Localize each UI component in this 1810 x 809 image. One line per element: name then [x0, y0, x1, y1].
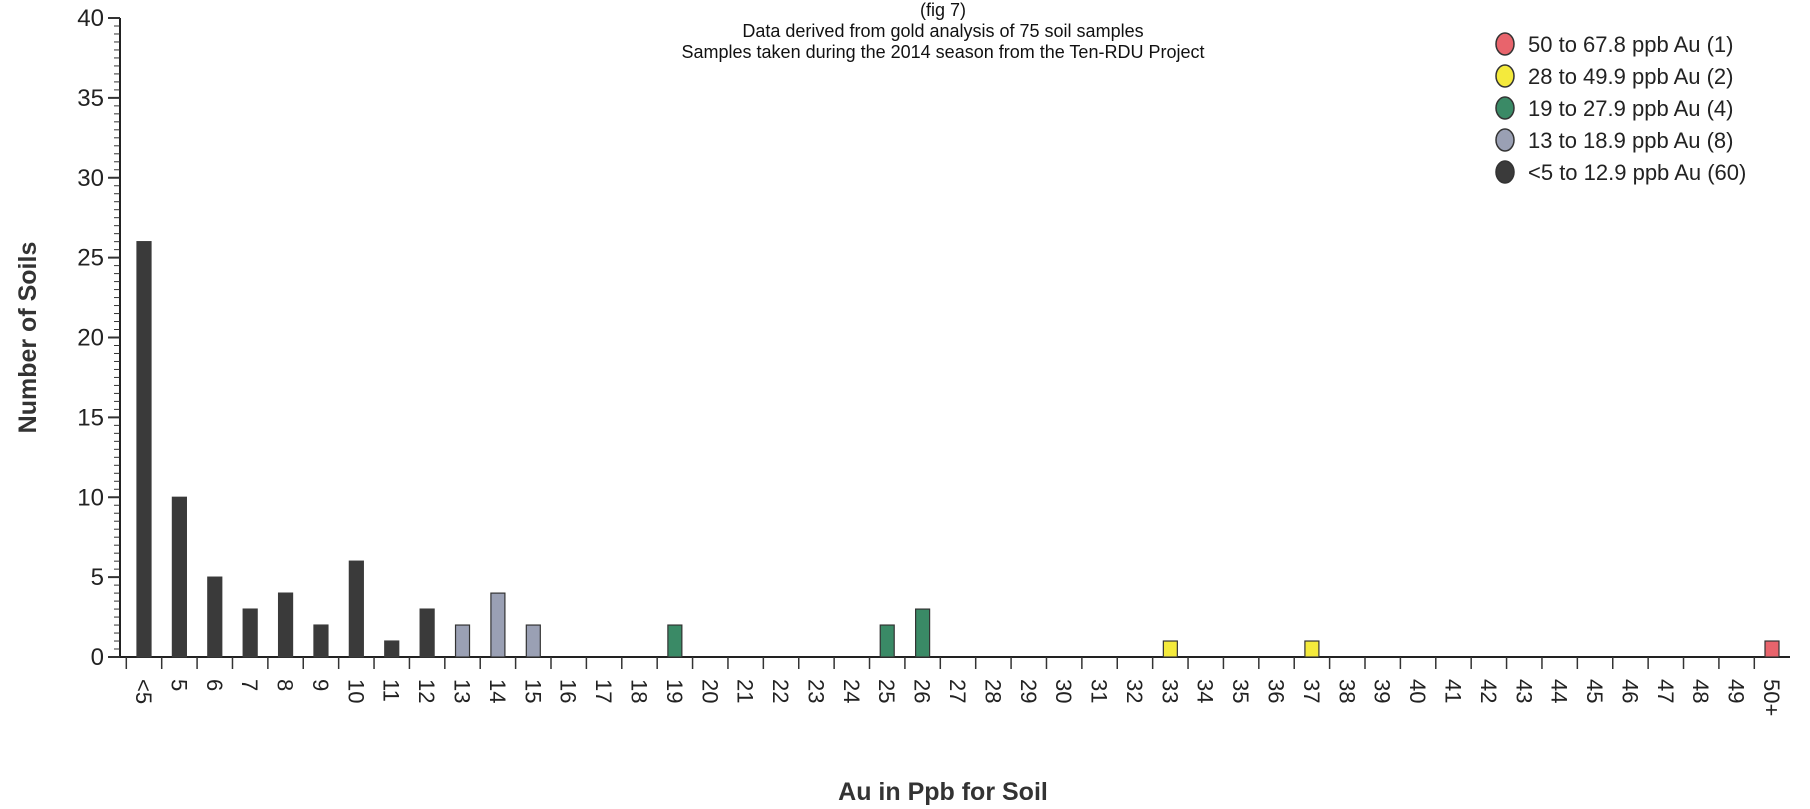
x-tick-label: 46	[1617, 679, 1642, 703]
bar-14	[490, 592, 506, 658]
y-tick-label: 5	[91, 564, 104, 591]
bar-12	[419, 608, 435, 658]
bar-6	[207, 576, 223, 658]
legend-label: 28 to 49.9 ppb Au (2)	[1528, 64, 1734, 89]
x-tick-label: 44	[1547, 679, 1572, 703]
y-tick-label: 0	[91, 644, 104, 671]
y-tick-label: 20	[77, 325, 104, 352]
x-tick-label: 13	[450, 679, 475, 703]
y-tick-label: 25	[77, 245, 104, 272]
x-axis-label: Au in Ppb for Soil	[838, 778, 1048, 806]
bar-x5	[136, 241, 152, 658]
x-tick-label: 17	[591, 679, 616, 703]
x-tick-label: 45	[1582, 679, 1607, 703]
y-tick-label: 30	[77, 165, 104, 192]
x-tick-label: 15	[520, 679, 545, 703]
chart-title-line: Data derived from gold analysis of 75 so…	[742, 21, 1143, 41]
x-tick-label: 12	[414, 679, 439, 703]
bar-50x	[1764, 640, 1780, 658]
bar-25	[879, 624, 895, 658]
x-tick-label: 5	[166, 679, 191, 691]
x-tick-label: 6	[202, 679, 227, 691]
legend-label: 19 to 27.9 ppb Au (4)	[1528, 96, 1734, 121]
x-tick-label: 9	[308, 679, 333, 691]
x-tick-label: 47	[1653, 679, 1678, 703]
bar-37	[1304, 640, 1320, 658]
x-tick-label: 14	[485, 679, 510, 703]
bar-13	[454, 624, 471, 658]
chart-title-line: Samples taken during the 2014 season fro…	[682, 42, 1205, 62]
x-tick-label: 32	[1122, 679, 1147, 703]
x-tick-label: 30	[1051, 679, 1076, 703]
x-tick-label: 21	[733, 679, 758, 703]
y-tick-label: 15	[77, 404, 104, 431]
bar-5	[171, 496, 187, 658]
bar-9	[313, 624, 329, 658]
x-tick-label: 41	[1440, 679, 1465, 703]
x-tick-label: 27	[945, 679, 970, 703]
x-tick-label: 7	[237, 679, 262, 691]
chart-title-line: (fig 7)	[920, 0, 966, 20]
x-tick-label: 25	[874, 679, 899, 703]
x-tick-label: 8	[273, 679, 298, 691]
x-tick-label: 28	[980, 679, 1005, 703]
bars	[136, 241, 1780, 658]
x-tick-label: 11	[379, 679, 404, 702]
bar-19	[667, 624, 683, 658]
x-tick-label: 10	[343, 679, 368, 703]
legend-marker	[1495, 64, 1515, 88]
bar-26	[915, 608, 931, 658]
legend-label: 13 to 18.9 ppb Au (8)	[1528, 128, 1734, 153]
legend-marker	[1495, 32, 1515, 56]
x-tick-label: 40	[1405, 679, 1430, 703]
y-tick-label: 10	[77, 484, 104, 511]
x-tick-label: 33	[1157, 679, 1182, 703]
x-tick-label: 18	[626, 679, 651, 703]
x-tick-label: 24	[839, 679, 864, 703]
y-tick-label: 40	[77, 5, 104, 32]
x-tick-label: 42	[1476, 679, 1501, 703]
legend-label: 50 to 67.8 ppb Au (1)	[1528, 32, 1734, 57]
x-tick-label: 26	[910, 679, 935, 703]
legend-marker	[1495, 96, 1515, 120]
legend-label: <5 to 12.9 ppb Au (60)	[1528, 160, 1746, 185]
x-tick-label: 39	[1370, 679, 1395, 703]
bar-15	[525, 624, 541, 658]
bar-33	[1162, 640, 1178, 658]
x-tick-label: 22	[768, 679, 793, 703]
x-tick-label: 19	[662, 679, 687, 703]
legend: 50 to 67.8 ppb Au (1) 28 to 49.9 ppb Au (…	[1495, 32, 1746, 185]
legend-marker	[1495, 160, 1515, 184]
x-tick-label: 31	[1087, 679, 1112, 703]
x-tick-label: 37	[1299, 679, 1324, 703]
x-tick-label: 34	[1193, 679, 1218, 703]
x-tick-label: 38	[1334, 679, 1359, 703]
bar-11	[384, 640, 400, 658]
x-tick-label: 49	[1724, 679, 1749, 703]
bar-8	[277, 592, 294, 658]
x-tick-label: 20	[697, 679, 722, 703]
x-tick-label: 50+	[1759, 679, 1784, 716]
x-tick-label: 23	[803, 679, 828, 703]
chart-title: (fig 7)Data derived from gold analysis o…	[682, 0, 1205, 62]
bar-10	[348, 560, 364, 658]
x-tick-label: 35	[1228, 679, 1253, 703]
y-tick-label: 35	[77, 85, 104, 112]
y-axis-label: Number of Soils	[14, 242, 42, 434]
x-tick-label: 43	[1511, 679, 1536, 703]
x-tick-label: <5	[131, 679, 156, 704]
x-tick-label: 48	[1688, 679, 1713, 703]
x-tick-label: 16	[556, 679, 581, 703]
x-tick-label: 36	[1264, 679, 1289, 703]
x-tick-label: 29	[1016, 679, 1041, 703]
legend-marker	[1495, 128, 1515, 152]
bar-7	[242, 608, 258, 658]
